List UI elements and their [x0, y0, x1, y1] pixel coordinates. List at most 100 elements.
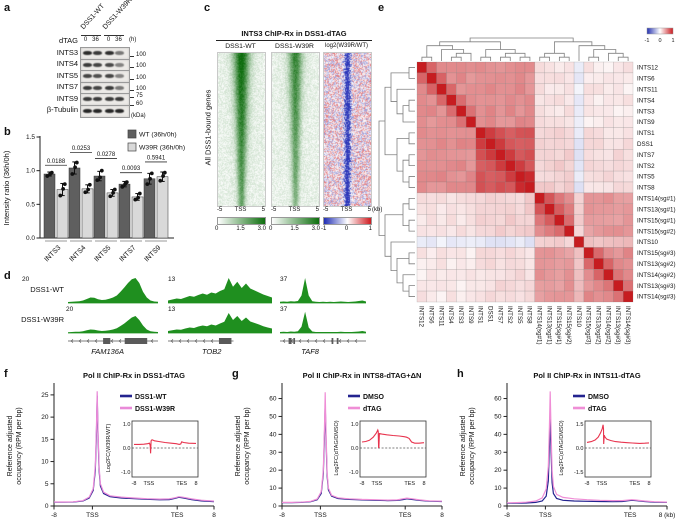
x-tick: TSS	[234, 207, 247, 213]
exon-box	[293, 338, 296, 344]
rect-el	[485, 236, 496, 248]
rect-el	[475, 116, 486, 128]
rect-el	[436, 138, 447, 150]
y-tick-label: 0.0	[26, 235, 35, 242]
rect-el	[573, 138, 585, 150]
rect-el	[613, 61, 624, 74]
dtag-row-label: dTAG	[58, 36, 78, 45]
row-label: INTS14(sg#3)	[637, 294, 676, 301]
track-scale-value: 13	[168, 306, 176, 313]
plot-title: Pol II ChIP-Rx in INTS11-dTAG	[533, 371, 641, 380]
y-tick-label: 50	[494, 413, 502, 420]
rect-el	[416, 105, 428, 117]
rect-el	[465, 290, 477, 303]
strand-arrow	[186, 339, 190, 343]
rect-el	[534, 83, 545, 95]
rect-el	[534, 61, 545, 74]
rect-el	[495, 290, 506, 303]
inset-y-tick: 1.0	[351, 422, 359, 428]
rect-el	[505, 225, 516, 237]
rect-el	[436, 94, 447, 106]
legend-label: dTAG	[588, 406, 607, 413]
y-tick-label: 25	[41, 392, 49, 399]
y-tick-label: 1.5	[26, 134, 35, 141]
column-label: INTS6	[428, 306, 435, 324]
series-curve	[506, 391, 668, 504]
rect-el	[436, 269, 447, 281]
rect-el	[622, 225, 634, 237]
column-label: INTS14(sg#1)	[536, 306, 543, 345]
rect-el	[544, 192, 555, 205]
x-tick-label: 8	[440, 512, 444, 519]
y-axis-label: Intensity ratio (36h/0h)	[2, 150, 11, 225]
rect-el	[436, 279, 447, 292]
rect-el	[456, 105, 467, 117]
x-tick-label: TES	[399, 512, 412, 519]
rect-el	[446, 170, 457, 183]
rect-el	[573, 149, 585, 161]
y-tick-label: 0	[45, 503, 49, 510]
rect-el	[426, 279, 437, 292]
rect-el	[613, 225, 624, 237]
rect-el	[593, 94, 604, 106]
heatmap-column-header: DSS1-W39R	[275, 43, 314, 50]
path-el	[402, 203, 409, 227]
rect-el	[416, 214, 428, 226]
rect-el	[544, 116, 555, 128]
legend-label: dTAG	[363, 406, 382, 413]
inset-y-tick: -1.0	[121, 470, 130, 476]
rect-el	[573, 83, 585, 95]
chip-heatmap-2	[271, 52, 320, 207]
rect-el	[613, 290, 624, 303]
rect-el	[436, 192, 447, 205]
rect-el	[475, 236, 486, 248]
exon-box	[124, 338, 148, 344]
marker-value: 60	[136, 101, 143, 107]
rect-el	[446, 214, 457, 226]
rect-el	[544, 72, 555, 85]
data-dot	[124, 180, 129, 185]
rect-el	[485, 247, 496, 259]
row-label: INTS5	[637, 174, 655, 181]
rect-el	[554, 192, 565, 205]
x-category-label: INTS3	[43, 244, 62, 263]
blot-row-label: β-Tubulin	[46, 105, 78, 114]
rect-el	[564, 61, 575, 74]
protein-band	[82, 62, 92, 67]
row-label: INTS14(sg#1)	[637, 196, 676, 203]
column-label: DSS1	[486, 306, 493, 323]
rect-el	[416, 290, 428, 303]
rect-el	[465, 236, 477, 248]
rect-el	[426, 290, 437, 303]
strand-arrow	[110, 339, 114, 343]
rect-el	[622, 138, 634, 150]
rect-el	[524, 192, 536, 205]
x-tick: 5	[261, 207, 265, 213]
rect-el	[593, 236, 604, 248]
rect-el	[593, 269, 604, 281]
rect-el	[564, 236, 575, 248]
chip-heatmaps: INTS3 ChIP-Rx in DSS1-dTAG All DSS1-bound…	[200, 0, 385, 245]
genome-browser-tracks: DSS1-WT DSS1-W39R 20 20 FAM136A 13 13 TOB2 37 37 T…	[0, 268, 375, 366]
inset-y-tick: 1.5	[576, 422, 584, 428]
rect-el	[564, 225, 575, 237]
genome-tracks-svg: DSS1-WTDSS1-W39R2020FAM136A1313TOB23737T…	[21, 276, 366, 356]
rect-el	[426, 72, 437, 85]
rect-el	[446, 279, 457, 292]
rect-el	[573, 258, 585, 270]
inset-y-label: Log2FC(dTAG/DMSO)	[559, 420, 565, 475]
gene-name: TAF8	[301, 347, 320, 356]
y-tick-label: 10	[269, 485, 277, 492]
rect-el	[564, 203, 575, 215]
signal-track	[168, 313, 272, 333]
rect-el	[495, 258, 506, 270]
rect-el	[485, 181, 496, 194]
p-value: 0.0188	[47, 159, 66, 165]
rect-el	[475, 290, 486, 303]
data-dot	[87, 182, 92, 187]
marker-tick	[130, 96, 134, 98]
rect-el	[465, 269, 477, 281]
rect-el	[554, 214, 565, 226]
rect-el	[573, 105, 585, 117]
data-dot	[99, 168, 104, 173]
